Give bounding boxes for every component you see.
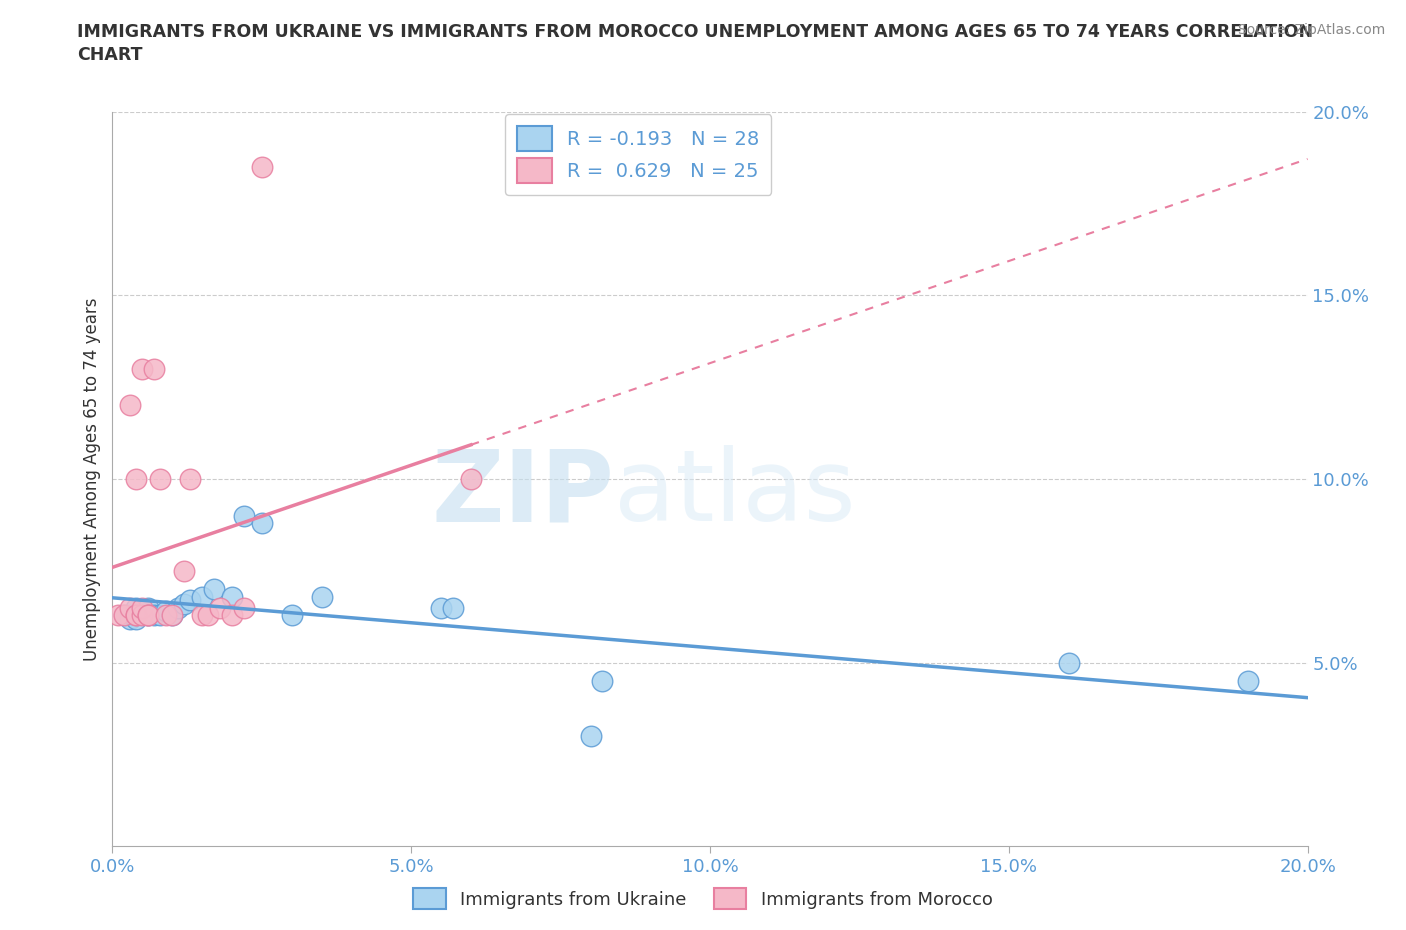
Point xyxy=(191,607,214,622)
Point xyxy=(125,607,148,622)
Point xyxy=(281,607,304,622)
Point xyxy=(191,589,214,604)
Point xyxy=(1237,673,1260,688)
Point xyxy=(460,472,482,486)
Point xyxy=(167,600,190,615)
Point xyxy=(120,600,142,615)
Point xyxy=(125,607,148,622)
Point xyxy=(143,361,166,376)
Point xyxy=(233,508,256,523)
Point xyxy=(197,607,219,622)
Point xyxy=(209,600,232,615)
Point xyxy=(138,607,160,622)
Point xyxy=(221,589,243,604)
Point xyxy=(138,607,160,622)
Point xyxy=(125,600,148,615)
Point xyxy=(131,600,153,615)
Text: IMMIGRANTS FROM UKRAINE VS IMMIGRANTS FROM MOROCCO UNEMPLOYMENT AMONG AGES 65 TO: IMMIGRANTS FROM UKRAINE VS IMMIGRANTS FR… xyxy=(77,23,1313,41)
Point xyxy=(250,515,273,530)
Point xyxy=(138,600,160,615)
Point xyxy=(592,673,614,688)
Point xyxy=(120,611,142,626)
Point xyxy=(250,159,273,174)
Point xyxy=(125,472,148,486)
Text: Source: ZipAtlas.com: Source: ZipAtlas.com xyxy=(1237,23,1385,37)
Point xyxy=(120,607,142,622)
Text: atlas: atlas xyxy=(614,445,856,542)
Point xyxy=(120,398,142,413)
Point xyxy=(149,472,172,486)
Point xyxy=(155,604,177,618)
Point xyxy=(441,600,464,615)
Point xyxy=(221,607,243,622)
Point xyxy=(125,611,148,626)
Point xyxy=(579,729,602,744)
Point xyxy=(162,607,183,622)
Point xyxy=(131,361,153,376)
Legend: R = -0.193   N = 28, R =  0.629   N = 25: R = -0.193 N = 28, R = 0.629 N = 25 xyxy=(505,114,772,195)
Point xyxy=(162,607,183,622)
Point xyxy=(131,604,153,618)
Point xyxy=(107,607,129,622)
Point xyxy=(430,600,453,615)
Point xyxy=(138,607,160,622)
Point xyxy=(131,607,153,622)
Point xyxy=(114,607,135,622)
Point xyxy=(311,589,333,604)
Point xyxy=(202,582,225,597)
Point xyxy=(179,472,201,486)
Point xyxy=(173,596,195,611)
Text: ZIP: ZIP xyxy=(432,445,614,542)
Point xyxy=(155,607,177,622)
Y-axis label: Unemployment Among Ages 65 to 74 years: Unemployment Among Ages 65 to 74 years xyxy=(83,298,101,660)
Text: CHART: CHART xyxy=(77,46,143,64)
Point xyxy=(233,600,256,615)
Point xyxy=(149,607,172,622)
Point xyxy=(1057,655,1080,670)
Point xyxy=(143,607,166,622)
Legend: Immigrants from Ukraine, Immigrants from Morocco: Immigrants from Ukraine, Immigrants from… xyxy=(406,881,1000,916)
Point xyxy=(173,564,195,578)
Point xyxy=(114,607,135,622)
Point xyxy=(179,592,201,607)
